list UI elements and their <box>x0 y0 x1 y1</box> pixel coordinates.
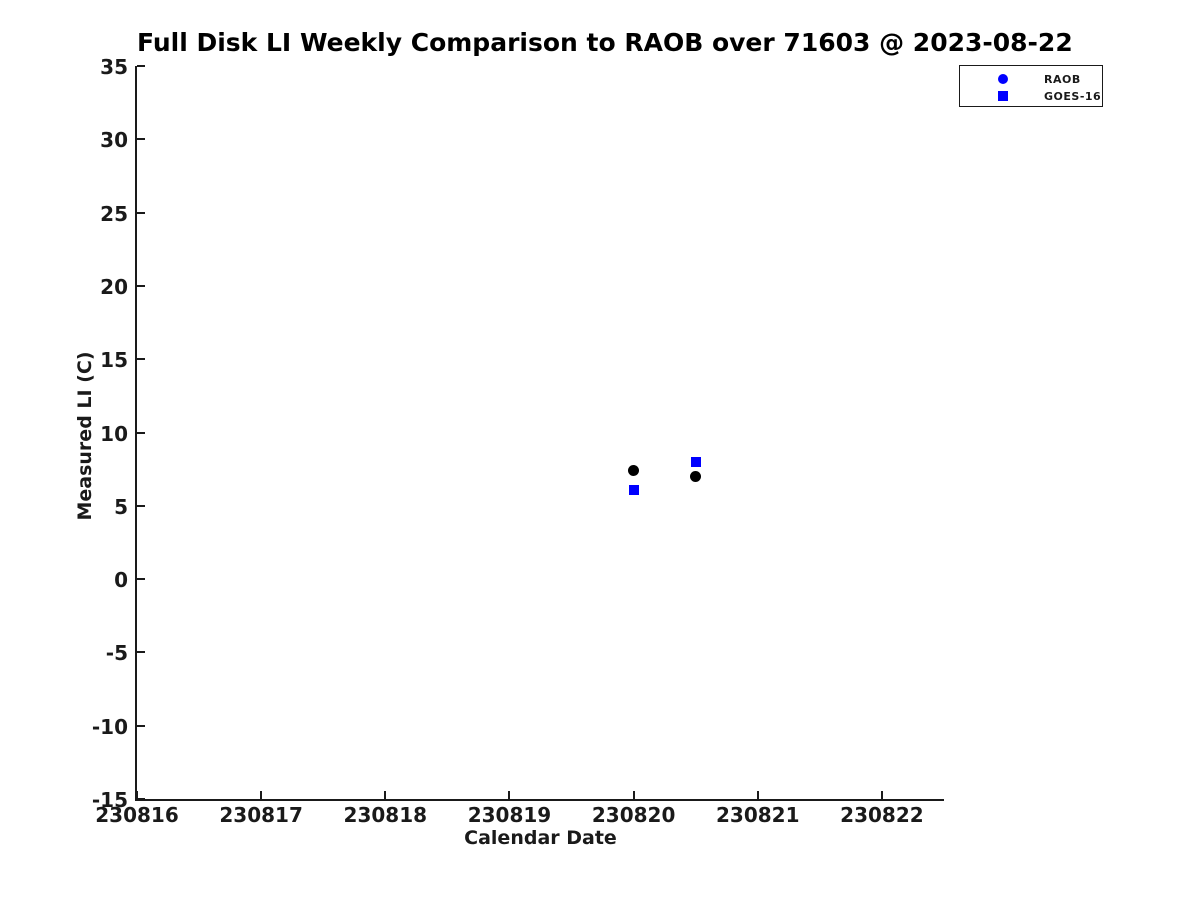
x-tick <box>632 791 635 799</box>
y-tick <box>137 358 145 361</box>
y-tick-label: 20 <box>100 274 128 299</box>
x-tick-label: 230821 <box>716 803 800 827</box>
x-tick <box>508 791 511 799</box>
y-axis-line <box>135 66 137 801</box>
x-tick <box>384 791 387 799</box>
chart-title: Full Disk LI Weekly Comparison to RAOB o… <box>137 28 1073 57</box>
x-tick-label: 230822 <box>840 803 924 827</box>
data-point-raob <box>690 470 702 482</box>
x-tick <box>136 791 138 799</box>
x-tick-label: 230819 <box>467 803 552 827</box>
y-tick-label: 0 <box>114 568 128 593</box>
x-tick-label: 230820 <box>591 803 676 827</box>
y-tick <box>137 504 145 507</box>
y-tick-label: 15 <box>100 348 128 373</box>
x-tick <box>756 791 759 799</box>
y-tick-label: 25 <box>100 201 128 226</box>
legend-label: RAOB <box>1044 73 1081 86</box>
y-tick <box>137 651 145 654</box>
y-tick-label: 5 <box>114 494 128 519</box>
legend-label: GOES-16 <box>1044 90 1102 103</box>
x-tick-label: 230817 <box>219 803 303 827</box>
y-tick <box>137 284 145 287</box>
x-tick-label: 230818 <box>343 803 428 827</box>
data-point-raob <box>628 465 640 477</box>
data-point-goes-16 <box>690 456 701 467</box>
y-tick <box>137 65 145 67</box>
data-point-goes-16 <box>628 484 639 495</box>
y-tick-label: -15 <box>91 788 128 812</box>
legend-marker-square-icon <box>998 91 1008 101</box>
legend-marker-circle-icon <box>998 74 1008 84</box>
legend: RAOB GOES-16 <box>959 65 1103 107</box>
y-tick-label: -5 <box>105 641 128 666</box>
y-tick <box>137 798 145 800</box>
y-tick-label: 10 <box>100 421 128 446</box>
y-tick <box>137 578 145 581</box>
x-tick <box>880 791 883 799</box>
x-axis-line <box>135 799 944 801</box>
y-tick-label: -10 <box>91 714 128 739</box>
y-tick <box>137 138 145 141</box>
y-tick-label: 30 <box>100 128 128 153</box>
y-tick <box>137 211 145 214</box>
x-tick-label: 230816 <box>95 803 179 827</box>
x-axis-label: Calendar Date <box>464 827 617 849</box>
y-tick <box>137 431 145 434</box>
y-axis-label: Measured LI (C) <box>74 351 96 521</box>
y-tick-label: 35 <box>100 55 128 79</box>
y-tick <box>137 724 145 727</box>
x-tick <box>260 791 263 799</box>
